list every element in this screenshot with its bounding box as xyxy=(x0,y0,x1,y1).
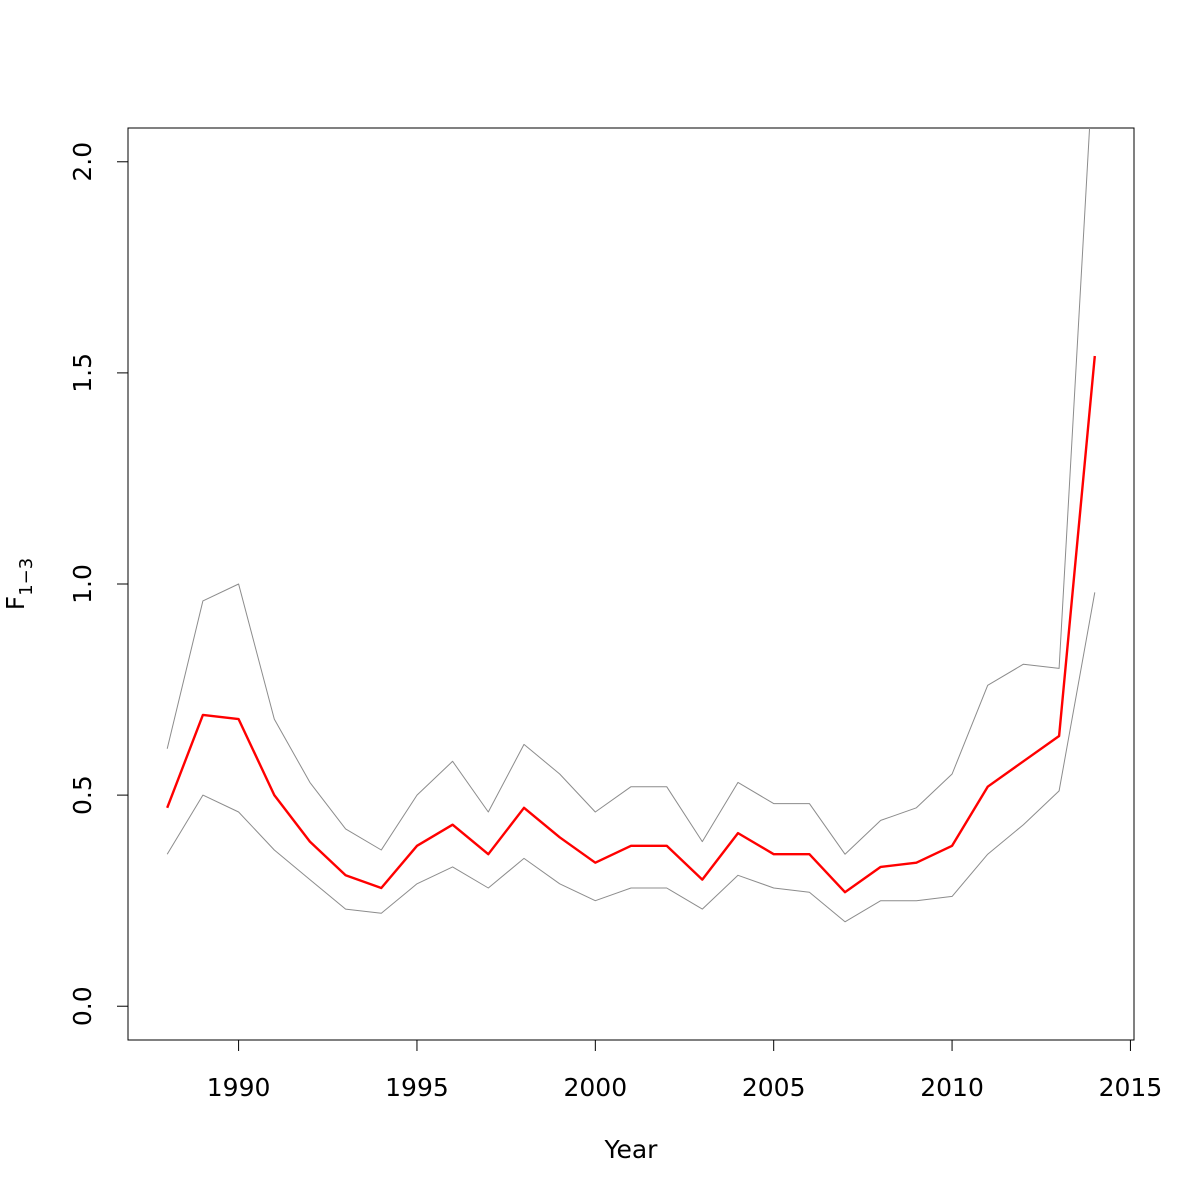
x-tick-label: 2000 xyxy=(564,1073,628,1102)
y-tick-label: 2.0 xyxy=(68,142,97,182)
x-axis: 1990 1995 2000 2005 2010 2015 xyxy=(207,1039,1163,1102)
series-layer xyxy=(166,128,1096,923)
y-axis-title-subscript: 1−3 xyxy=(16,558,37,596)
x-tick-label: 2010 xyxy=(920,1073,984,1102)
series-line-lower xyxy=(166,592,1096,923)
y-axis-title: F1−3 xyxy=(1,558,37,610)
x-tick-label: 2005 xyxy=(742,1073,806,1102)
series-line-upper xyxy=(166,128,1091,855)
x-tick-label: 1990 xyxy=(207,1073,271,1102)
y-tick-label: 1.0 xyxy=(68,564,97,604)
x-tick-label: 1995 xyxy=(385,1073,449,1102)
series-line-estimate xyxy=(166,355,1096,894)
y-tick-label: 0.5 xyxy=(68,775,97,815)
y-tick-label: 1.5 xyxy=(68,353,97,393)
y-tick-label: 0.0 xyxy=(68,986,97,1026)
y-axis: 0.0 0.5 1.0 1.5 2.0 xyxy=(68,142,129,1026)
y-axis-title-main: F xyxy=(1,596,30,610)
x-axis-title: Year xyxy=(604,1135,659,1164)
x-tick-label: 2015 xyxy=(1099,1073,1163,1102)
plot-frame xyxy=(127,127,1135,1041)
